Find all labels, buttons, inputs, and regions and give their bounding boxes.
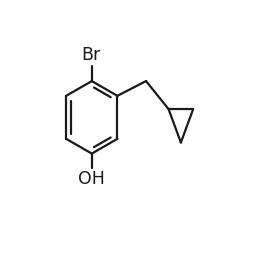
Text: OH: OH [78,169,105,188]
Text: Br: Br [81,46,100,64]
